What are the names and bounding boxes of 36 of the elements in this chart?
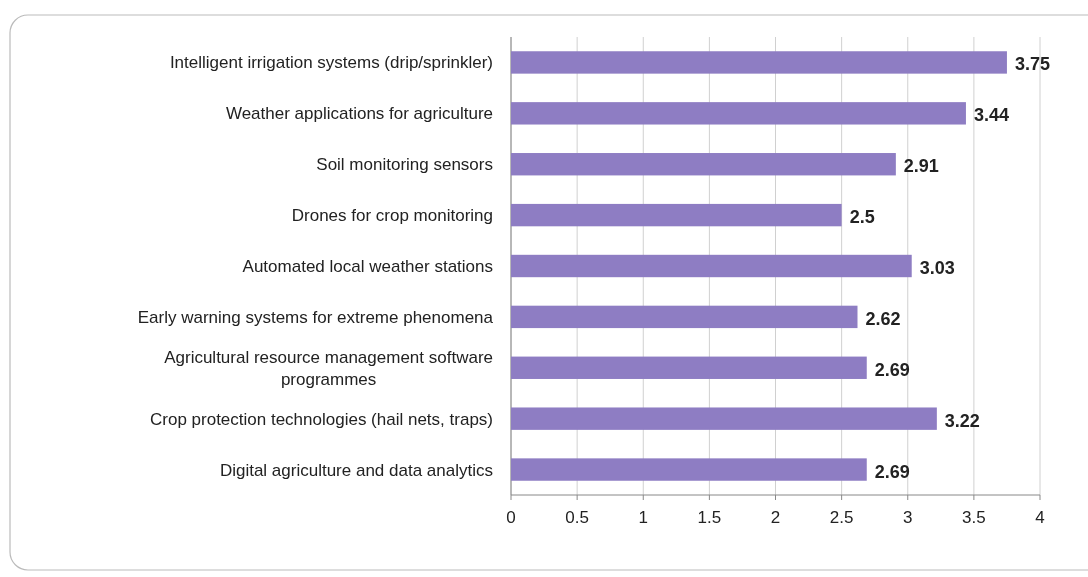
data-label: 2.5 [849, 207, 875, 228]
bar [511, 203, 842, 227]
bar [511, 305, 858, 329]
bar [511, 356, 867, 379]
data-label: 2.69 [874, 359, 910, 380]
bar [511, 407, 937, 430]
y-tick-label: Digital agriculture and data analytics [219, 460, 493, 480]
bar [511, 458, 867, 481]
y-tick-label: Agricultural resource management software programmes [164, 347, 493, 389]
bar [511, 153, 896, 176]
data-label: 3.75 [1014, 54, 1050, 75]
x-tick-label: 1.5 [697, 508, 722, 527]
x-tick-label: 4 [1035, 508, 1045, 527]
y-tick-label: Intelligent irrigation systems (drip/sprinkler) [169, 53, 493, 73]
bar [511, 254, 912, 278]
y-tick-label: Crop protection technologies (hail nets, traps) [149, 409, 493, 429]
data-label: 2.62 [865, 308, 901, 329]
data-label: 3.44 [973, 105, 1009, 126]
y-tick-label: Weather applications for agriculture [225, 104, 493, 124]
x-tick-label: 3.5 [962, 508, 986, 527]
x-tick-label: 0.5 [565, 508, 589, 527]
bar [511, 102, 966, 125]
y-tick-label: Drones for crop monitoring [291, 206, 493, 226]
x-tick-label: 2 [770, 508, 781, 527]
data-label: 2.91 [903, 156, 939, 177]
bar [511, 51, 1007, 74]
x-tick-label: 0 [506, 508, 516, 527]
data-label: 3.22 [944, 410, 980, 431]
x-tick-label: 1 [638, 508, 648, 527]
y-tick-label: Early warning systems for extreme phenomena [137, 307, 494, 327]
data-label: 2.69 [874, 461, 910, 482]
y-tick-label: Soil monitoring sensors [316, 155, 493, 175]
data-label: 3.03 [919, 258, 955, 278]
y-tick-label: Automated local weather stations [242, 257, 493, 276]
x-tick-label: 2.5 [829, 508, 854, 527]
x-tick-label: 3 [903, 508, 913, 527]
